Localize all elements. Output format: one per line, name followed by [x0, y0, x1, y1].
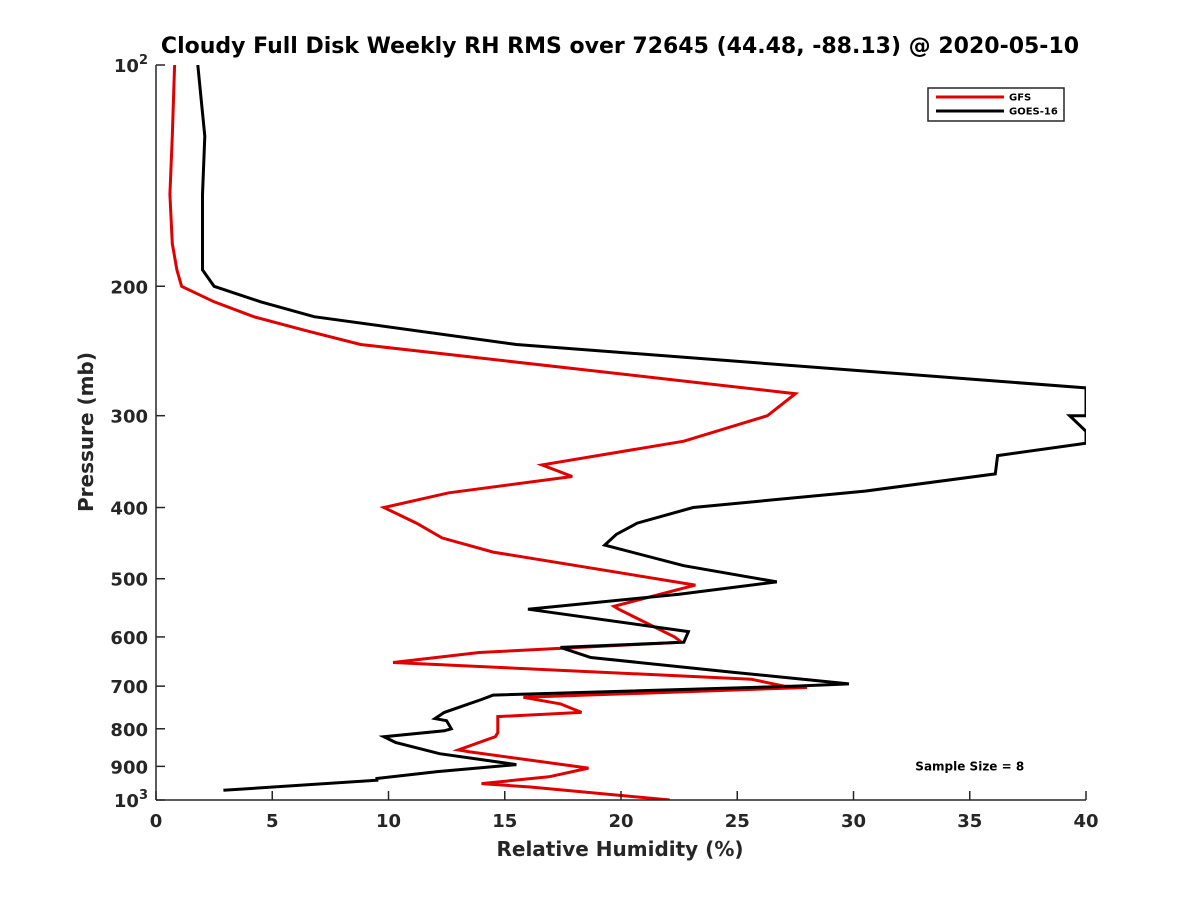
y-tick-label: 103 — [114, 788, 148, 812]
legend-box — [927, 87, 1065, 122]
y-tick-label: 800 — [110, 720, 148, 741]
annotation-layer: Sample Size = 8 — [915, 759, 1024, 773]
x-axis-label: Relative Humidity (%) — [496, 837, 743, 861]
y-tick-label: 600 — [110, 628, 148, 649]
x-tick-label: 10 — [376, 811, 401, 832]
x-tick-label: 25 — [725, 811, 750, 832]
legend-label: GOES-16 — [1009, 107, 1058, 118]
x-tick-label: 0 — [150, 811, 163, 832]
y-tick-label: 400 — [110, 499, 148, 520]
x-tick-label: 40 — [1073, 811, 1098, 832]
x-tick-label: 15 — [492, 811, 517, 832]
y-axis-label: Pressure (mb) — [74, 352, 98, 512]
y-tick-label: 500 — [110, 570, 148, 591]
legend-label: GFS — [1009, 93, 1031, 104]
y-tick-label: 300 — [110, 407, 148, 428]
x-tick-label: 5 — [266, 811, 279, 832]
series-line-gfs — [168, 65, 808, 800]
y-tick-label: 200 — [110, 277, 148, 298]
series-line-goes-16 — [196, 65, 1086, 792]
chart-title: Cloudy Full Disk Weekly RH RMS over 7264… — [161, 34, 1079, 59]
y-tick-label: 700 — [110, 677, 148, 698]
axes-layer: 0 5 10 15 20 25 30 35 40 102 200 300 400 500 600 700 800… — [110, 53, 1098, 832]
y-tick-label: 102 — [114, 53, 148, 77]
sample-size-annotation: Sample Size = 8 — [915, 759, 1024, 773]
legend: GFS GOES-16 — [927, 87, 1065, 122]
x-tick-label: 20 — [608, 811, 633, 832]
series-layer — [168, 65, 1086, 800]
x-tick-label: 30 — [841, 811, 866, 832]
x-tick-label: 35 — [957, 811, 982, 832]
y-tick-label: 900 — [110, 757, 148, 778]
